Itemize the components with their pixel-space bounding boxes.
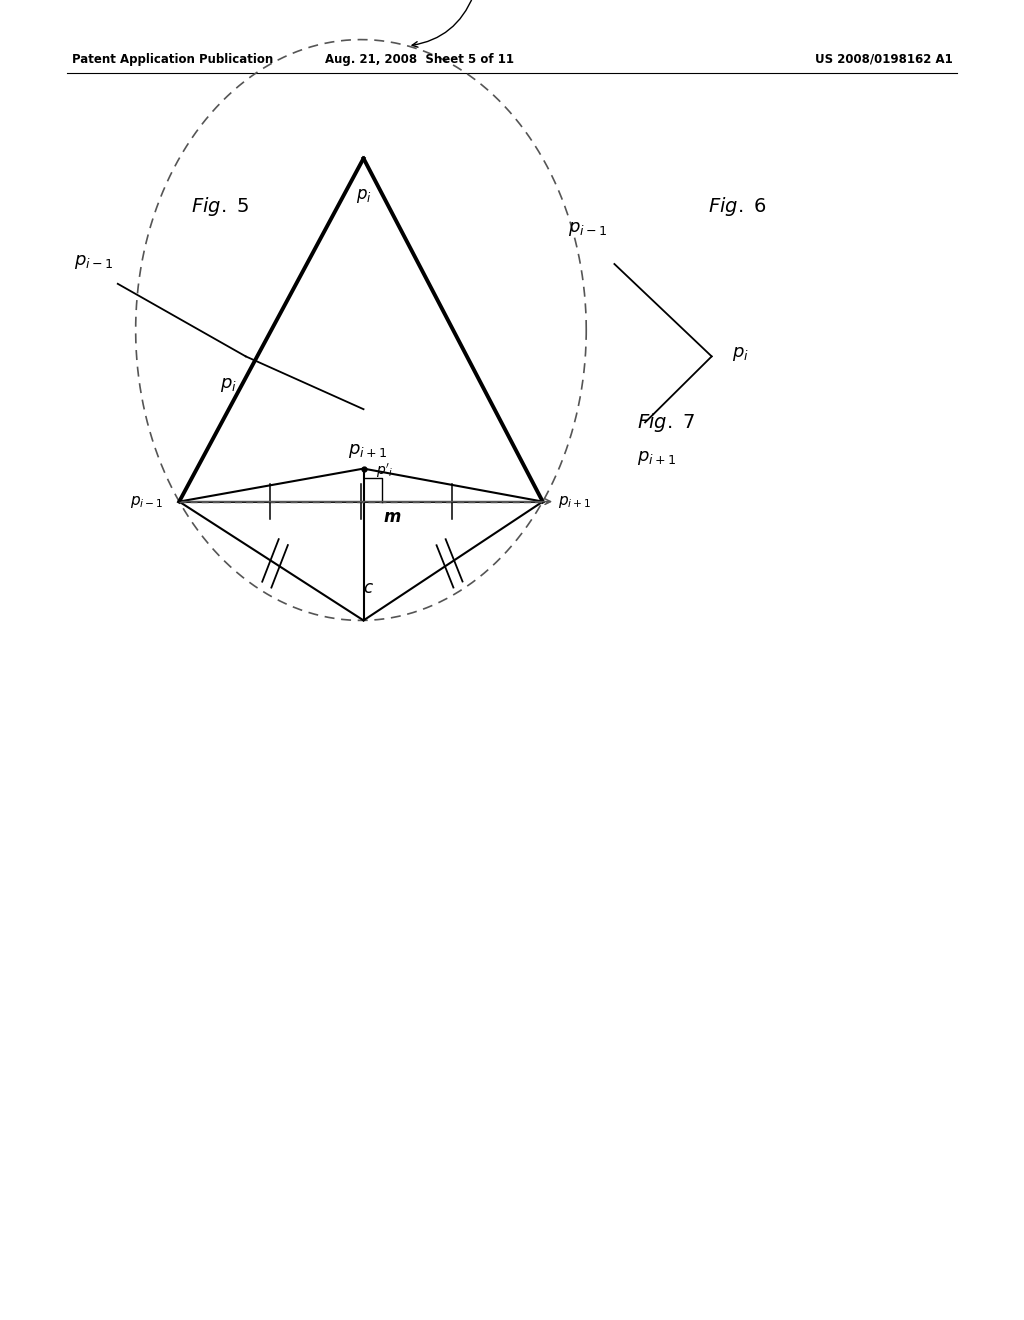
Text: $p_{i-1}$: $p_{i-1}$ — [568, 219, 607, 238]
Text: $Fig.\ 5$: $Fig.\ 5$ — [191, 195, 249, 218]
Text: $c$: $c$ — [364, 578, 374, 597]
Text: $p_{i+1}$: $p_{i+1}$ — [637, 449, 676, 467]
Text: $p_{i+1}$: $p_{i+1}$ — [558, 494, 592, 510]
Text: $Fig.\ 6$: $Fig.\ 6$ — [708, 195, 767, 218]
Text: $p_i$: $p_i$ — [732, 345, 750, 363]
Text: US 2008/0198162 A1: US 2008/0198162 A1 — [814, 53, 952, 66]
Text: $p_{i-1}$: $p_{i-1}$ — [74, 253, 113, 272]
Text: Aug. 21, 2008  Sheet 5 of 11: Aug. 21, 2008 Sheet 5 of 11 — [326, 53, 514, 66]
Text: $p_{i-1}$: $p_{i-1}$ — [130, 494, 164, 510]
Text: $\boldsymbol{m}$: $\boldsymbol{m}$ — [383, 508, 401, 527]
Text: $p'_i$: $p'_i$ — [376, 462, 393, 480]
Text: $p_{i+1}$: $p_{i+1}$ — [348, 442, 387, 461]
Text: $Fig.\ 7$: $Fig.\ 7$ — [637, 411, 694, 434]
Text: Patent Application Publication: Patent Application Publication — [72, 53, 273, 66]
Text: $p_i$: $p_i$ — [355, 187, 372, 206]
Text: $p_i$: $p_i$ — [220, 376, 238, 395]
